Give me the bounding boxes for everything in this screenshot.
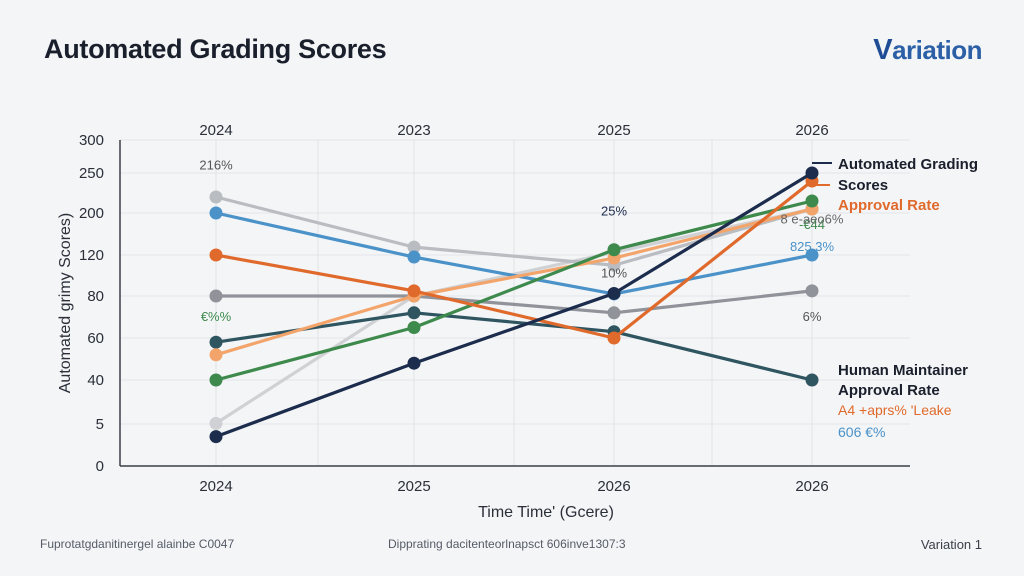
data-point-6-2: [607, 306, 621, 320]
data-point-2-3: [805, 194, 819, 208]
y-tick-label: 120: [79, 247, 104, 264]
data-point-7-1: [407, 240, 421, 254]
legend-label: A4 +aprs% 'Leake: [838, 402, 952, 418]
series-line-5: [214, 311, 814, 382]
data-point-6-0: [209, 289, 223, 303]
brand-logo-initial: V: [873, 34, 893, 66]
data-label: 825 3%: [790, 239, 835, 254]
x-tick-label: 2024: [199, 478, 232, 495]
brand-logo-rest: ariation: [892, 35, 982, 65]
series-line-7: [214, 195, 814, 267]
data-point-0-0: [209, 430, 223, 444]
data-point-2-1: [407, 321, 421, 334]
x-axis-title: Time Time' (Gcere): [478, 504, 614, 521]
data-point-2-0: [209, 373, 223, 387]
x-tick-label: 2025: [397, 478, 430, 495]
data-point-4-3: [805, 248, 819, 262]
y-tick-label: 0: [96, 458, 104, 475]
footer-middle-note: Dipprating dacitenteorlnapsct 606inve130…: [388, 537, 626, 551]
series-line-0: [214, 171, 814, 439]
data-label: €%%: [201, 309, 232, 324]
data-point-4-0: [209, 206, 223, 220]
y-axis-title: Automated grimy Scores): [57, 213, 74, 394]
x-tick-label-top: 2025: [597, 122, 630, 139]
x-tick-label-top: 2023: [397, 122, 430, 139]
legend-label: Automated Grading: [838, 156, 978, 173]
data-label: 216%: [199, 158, 233, 173]
data-point-1-2: [607, 331, 621, 345]
data-point-1-0: [209, 248, 223, 262]
brand-logo: Variation: [873, 34, 982, 67]
data-point-0-2: [607, 286, 621, 300]
legend-label: Approval Rate: [838, 197, 940, 214]
y-tick-label: 80: [87, 288, 104, 305]
legend-label: Human Maintainer: [838, 362, 968, 379]
y-tick-label: 5: [96, 416, 104, 433]
data-label: 10%: [601, 266, 627, 281]
series-line-1: [214, 179, 814, 340]
y-tick-label: 200: [79, 205, 104, 222]
page-title: Automated Grading Scores: [44, 34, 387, 64]
y-tick-label: 60: [87, 330, 104, 347]
data-label: -€44: [799, 217, 825, 232]
data-point-3-0: [209, 348, 223, 362]
y-tick-label: 40: [87, 372, 104, 389]
x-tick-label-top: 2024: [199, 122, 232, 139]
data-label: 8 e-aeo6%: [781, 212, 844, 227]
data-point-5-1: [407, 306, 421, 320]
data-point-0-1: [407, 356, 421, 370]
data-point-8-0: [209, 416, 223, 430]
x-tick-label: 2026: [795, 478, 828, 495]
data-label: 25%: [601, 204, 627, 219]
data-point-1-1: [407, 284, 421, 298]
y-tick-label: 250: [79, 165, 104, 182]
data-point-5-3: [805, 373, 819, 387]
x-tick-label-top: 2026: [795, 122, 828, 139]
legend-label: Scores: [838, 177, 888, 194]
data-point-6-3: [805, 284, 819, 298]
data-point-7-0: [209, 190, 223, 204]
y-tick-label: 300: [79, 132, 104, 149]
data-point-0-3: [805, 166, 819, 180]
legend-label: 606 €%: [838, 424, 885, 440]
data-label: 6%: [803, 309, 822, 324]
legend-label: Approval Rate: [838, 382, 940, 399]
data-point-5-0: [209, 335, 223, 349]
series-line-6: [214, 289, 814, 315]
footer-left-note: Fuprotatgdanitinergel alainbe C0047: [40, 537, 235, 551]
x-tick-label: 2026: [597, 478, 630, 495]
series-line-2: [214, 199, 814, 382]
data-point-2-2: [607, 243, 621, 257]
data-point-4-1: [407, 250, 421, 264]
footer-version: Variation 1: [920, 537, 982, 552]
